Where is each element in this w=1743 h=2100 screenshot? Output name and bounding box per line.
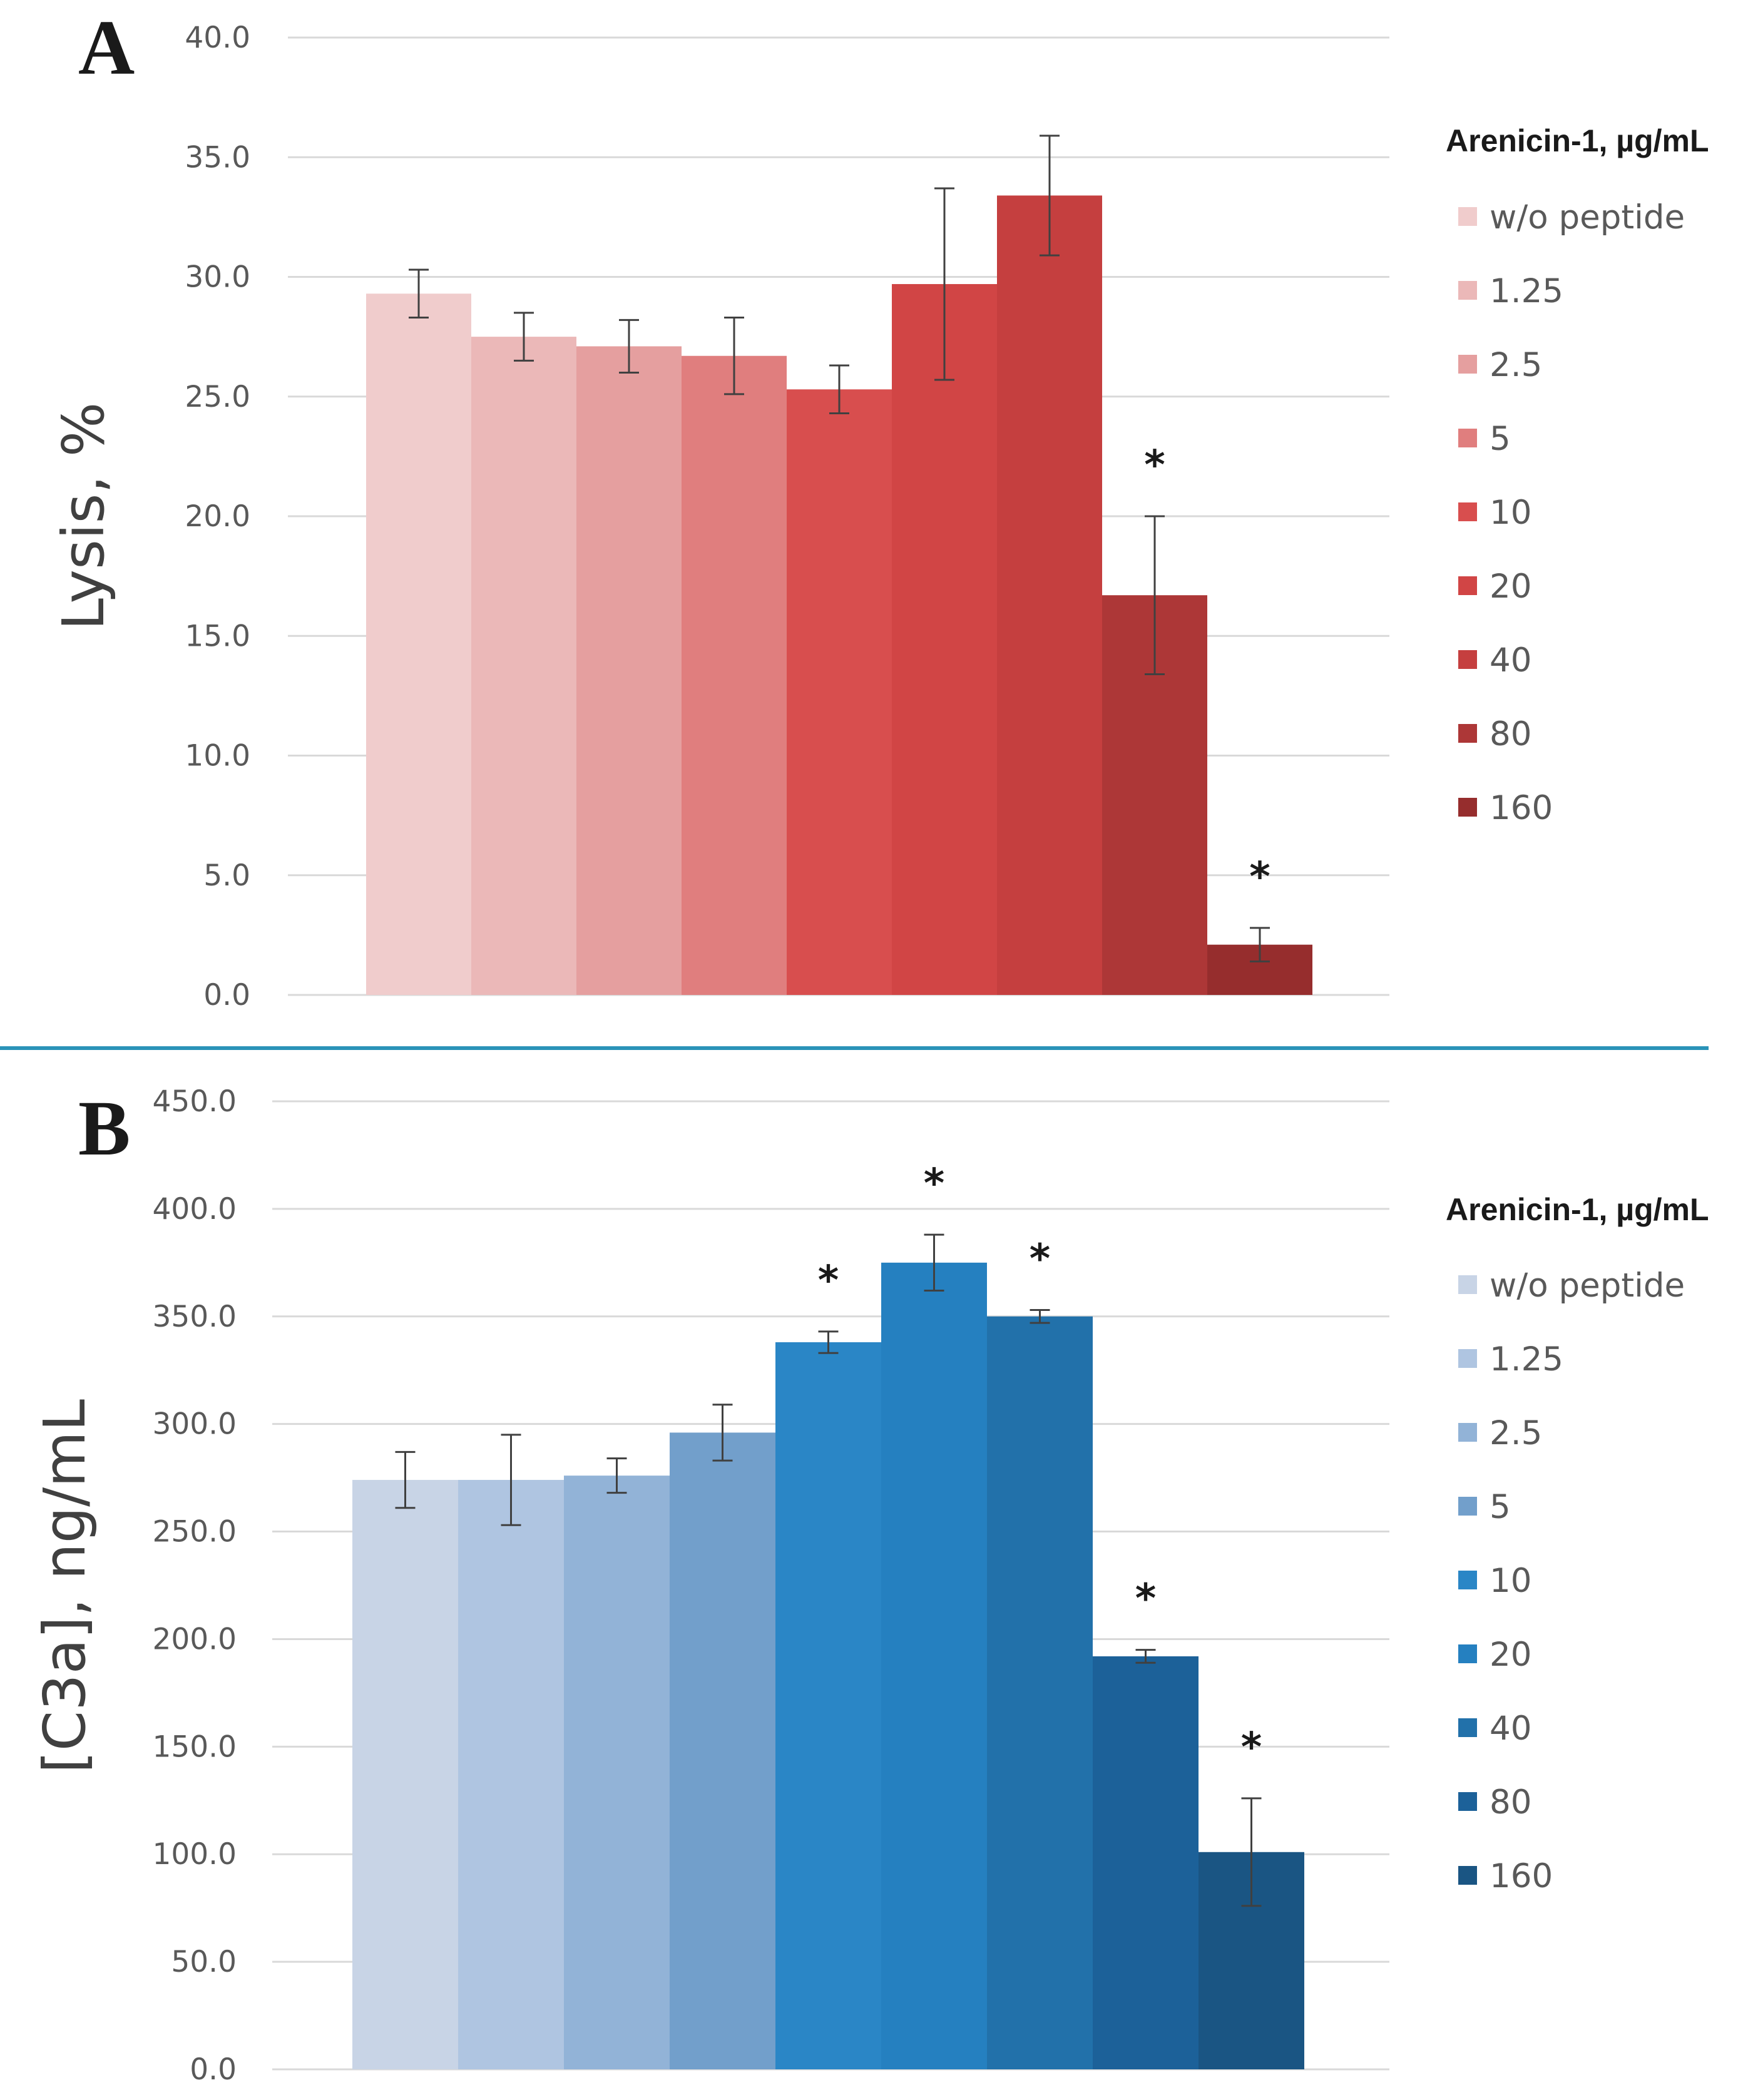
y-tick-label: 25.0 xyxy=(185,380,250,414)
legend-swatch xyxy=(1458,1644,1477,1663)
legend-swatch xyxy=(1458,429,1477,447)
bar xyxy=(682,355,787,995)
legend-label: w/o peptide xyxy=(1490,198,1685,237)
y-tick-label: 40.0 xyxy=(185,21,250,55)
y-tick-label: 350.0 xyxy=(152,1300,237,1334)
y-tick-label: 20.0 xyxy=(185,499,250,534)
legend-swatch xyxy=(1458,1497,1477,1516)
legend-swatch xyxy=(1458,1571,1477,1589)
legend-label: 20 xyxy=(1490,568,1531,606)
panel-letter: A xyxy=(78,5,135,91)
panel-letter: B xyxy=(78,1086,130,1172)
legend-label: 160 xyxy=(1490,1857,1553,1895)
legend-swatch xyxy=(1458,724,1477,743)
y-tick-label: 30.0 xyxy=(185,260,250,295)
y-tick-label: 250.0 xyxy=(152,1515,237,1549)
significance-star: * xyxy=(1030,1236,1050,1282)
legend-swatch xyxy=(1458,1423,1477,1442)
legend-label: 10 xyxy=(1490,1562,1531,1600)
legend-title: Arenicin-1, µg/mL xyxy=(1446,123,1709,158)
legend-label: 10 xyxy=(1490,494,1531,532)
bar xyxy=(564,1476,670,2069)
legend-label: 40 xyxy=(1490,641,1531,680)
legend-label: 80 xyxy=(1490,1783,1531,1822)
y-tick-label: 50.0 xyxy=(171,1945,237,1979)
legend-swatch xyxy=(1458,576,1477,595)
legend-swatch xyxy=(1458,1792,1477,1811)
significance-star: * xyxy=(924,1161,944,1207)
significance-star: * xyxy=(1135,1576,1156,1623)
panel-b-c3a-chart: 0.0 50.0 100.0 150.0 200.0 250.0 300.0 350.0 400… xyxy=(31,1084,1709,2087)
bar xyxy=(1093,1656,1199,2069)
significance-star: * xyxy=(1144,442,1165,489)
legend-label: 2.5 xyxy=(1490,1414,1542,1452)
bar xyxy=(881,1262,987,2069)
y-tick-label: 150.0 xyxy=(152,1730,237,1764)
legend-swatch xyxy=(1458,798,1477,817)
y-tick-label: 0.0 xyxy=(190,2052,237,2087)
legend-label: 20 xyxy=(1490,1636,1531,1674)
y-tick-label: 15.0 xyxy=(185,619,250,653)
y-tick-label: 35.0 xyxy=(185,140,250,175)
bar xyxy=(576,346,682,995)
legend-swatch xyxy=(1458,650,1477,669)
bar xyxy=(352,1480,458,2069)
significance-star: * xyxy=(1249,854,1270,900)
bar xyxy=(458,1480,564,2069)
y-axis-label: [C3a], ng/mL xyxy=(31,1399,98,1773)
y-tick-label: 0.0 xyxy=(203,978,250,1012)
legend-label: 5 xyxy=(1490,1488,1511,1526)
legend-label: 1.25 xyxy=(1490,1340,1563,1379)
bar xyxy=(471,337,576,995)
bar xyxy=(787,389,892,995)
legend-swatch xyxy=(1458,502,1477,521)
legend-swatch xyxy=(1458,355,1477,374)
legend-label: 160 xyxy=(1490,789,1553,827)
bar xyxy=(670,1432,775,2069)
bar xyxy=(892,283,997,996)
significance-star: * xyxy=(818,1258,839,1304)
significance-star: * xyxy=(1241,1725,1262,1771)
legend-label: 5 xyxy=(1490,420,1511,458)
legend-swatch xyxy=(1458,1718,1477,1737)
legend-label: 40 xyxy=(1490,1710,1531,1748)
y-tick-label: 10.0 xyxy=(185,739,250,773)
y-tick-label: 300.0 xyxy=(152,1407,237,1442)
legend-swatch xyxy=(1458,1866,1477,1885)
legend-label: 2.5 xyxy=(1490,346,1542,384)
legend-swatch xyxy=(1458,281,1477,300)
legend-label: 80 xyxy=(1490,715,1531,753)
panel-a-lysis-chart: 0.0 5.0 10.0 15.0 20.0 25.0 30.0 35.0 40.0 Lysis,… xyxy=(50,5,1709,1012)
legend-swatch xyxy=(1458,207,1477,226)
legend-swatch xyxy=(1458,1275,1477,1294)
y-tick-label: 100.0 xyxy=(152,1837,237,1872)
y-tick-label: 400.0 xyxy=(152,1192,237,1226)
bar xyxy=(987,1316,1093,2069)
legend-label: w/o peptide xyxy=(1490,1267,1685,1305)
legend-title: Arenicin-1, µg/mL xyxy=(1446,1192,1709,1227)
legend-label: 1.25 xyxy=(1490,272,1563,310)
y-tick-label: 5.0 xyxy=(203,859,250,893)
bar xyxy=(997,195,1102,996)
bar xyxy=(366,293,471,995)
y-tick-label: 200.0 xyxy=(152,1622,237,1656)
legend-swatch xyxy=(1458,1349,1477,1368)
bar xyxy=(775,1342,881,2069)
y-axis-label: Lysis, % xyxy=(50,402,117,631)
y-tick-label: 450.0 xyxy=(152,1084,237,1119)
